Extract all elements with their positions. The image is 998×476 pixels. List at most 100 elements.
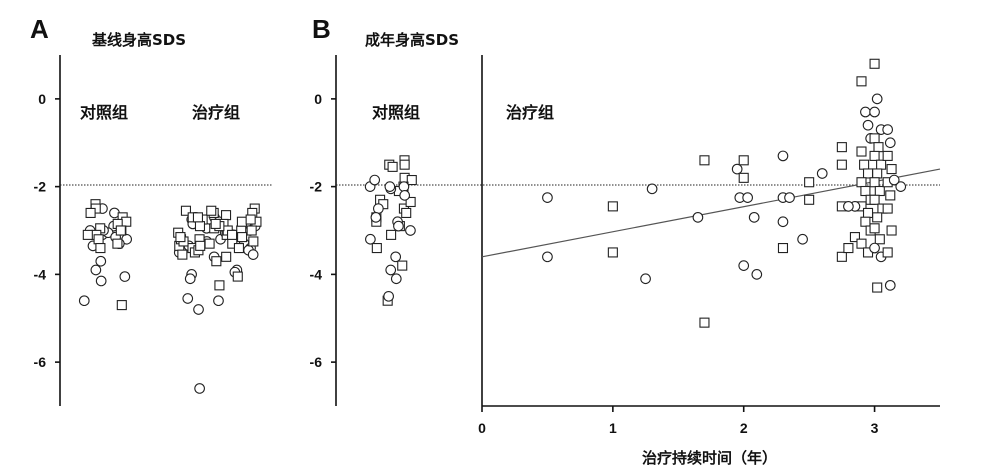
control-point (390, 251, 402, 263)
treatment-point (862, 119, 874, 131)
treatment-point (245, 214, 256, 225)
treatment-point (193, 304, 204, 315)
treatment-point (213, 295, 224, 307)
treatment-point (856, 238, 867, 249)
treatment-point (220, 210, 232, 221)
treatment-point (872, 212, 883, 223)
panel-a-y-tick-label: -6 (34, 354, 47, 370)
treatment-point (886, 225, 897, 236)
treatment-point (836, 142, 847, 153)
treatment-point (869, 194, 880, 205)
treatment-point (872, 168, 883, 179)
treatment-point (869, 150, 880, 161)
control-point (371, 243, 382, 254)
treatment-point (246, 225, 257, 236)
treatment-point (194, 221, 206, 232)
treatment-point (742, 192, 753, 203)
control-point (386, 229, 397, 240)
treatment-point (182, 293, 194, 304)
panel-a-control-label: 对照组 (80, 103, 128, 122)
control-point (119, 271, 131, 282)
treatment-point (856, 146, 867, 157)
control-point (399, 159, 410, 170)
control-point (369, 174, 381, 186)
treatment-point (876, 159, 887, 170)
panel-b-ticks: 0 -2 -4 -6 0 1 2 3 (310, 91, 879, 436)
treatment-point (607, 201, 618, 212)
treatment-point (194, 383, 205, 394)
treatment-point (542, 192, 553, 203)
treatment-point (869, 133, 880, 144)
treatment-point (856, 177, 867, 188)
panel-b-y-tick-label: -2 (310, 179, 323, 195)
panel-a-points (78, 199, 262, 394)
panel-b: B 成年身高SDS 对照组 治疗组 治疗持续时间（年） 0 -2 -4 -6 0 1 2 3 (310, 14, 941, 467)
control-point (116, 300, 127, 311)
panel-b-points (364, 58, 907, 328)
control-point (95, 243, 106, 254)
control-point (82, 229, 93, 240)
control-point (405, 225, 416, 236)
treatment-point (884, 279, 896, 291)
treatment-point (804, 194, 815, 205)
control-point (95, 255, 107, 267)
panel-a-y-ticks: 0 -2 -4 -6 (34, 91, 60, 370)
treatment-point (862, 168, 874, 179)
panel-a-title: 基线身高SDS (91, 31, 186, 49)
control-point (370, 211, 382, 223)
treatment-point (843, 201, 854, 212)
treatment-point (869, 106, 880, 118)
treatment-point (175, 232, 186, 243)
panel-b-y-tick-label: -6 (310, 354, 323, 370)
treatment-point (738, 172, 749, 183)
panel-b-treatment-label: 治疗组 (506, 103, 554, 122)
treatment-point (862, 207, 874, 218)
treatment-point (731, 163, 743, 175)
treatment-point (607, 247, 618, 258)
treatment-point (860, 185, 871, 197)
treatment-point (860, 216, 871, 227)
treatment-point (192, 212, 204, 223)
panel-a: A 基线身高SDS 对照组 治疗组 0 -2 -4 -6 (30, 14, 272, 406)
control-point (112, 238, 123, 249)
control-point (85, 207, 96, 218)
panel-b-x-tick-label: 3 (871, 420, 879, 436)
control-point (365, 233, 376, 245)
panel-a-y-tick-label: -4 (34, 266, 47, 282)
treatment-point (233, 243, 244, 254)
treatment-point (869, 58, 880, 69)
panel-b-y-tick-label: 0 (314, 91, 322, 107)
treatment-point (640, 273, 651, 285)
treatment-point (882, 203, 893, 214)
treatment-point (232, 271, 243, 282)
treatment-point (874, 185, 885, 197)
control-point (384, 181, 396, 192)
control-point (405, 196, 416, 208)
panel-b-x-tick-label: 1 (609, 420, 617, 436)
panel-b-x-tick-label: 2 (740, 420, 748, 436)
treatment-point (869, 242, 880, 254)
panel-b-title: 成年身高SDS (365, 31, 459, 49)
control-point (393, 220, 404, 232)
treatment-point (885, 190, 896, 201)
control-point (401, 207, 412, 218)
treatment-point (206, 205, 217, 216)
panel-b-y-tick-label: -4 (310, 266, 323, 282)
treatment-point (836, 159, 847, 170)
treatment-point (692, 211, 704, 223)
treatment-point (236, 216, 247, 227)
treatment-point (860, 106, 871, 118)
treatment-point (804, 177, 815, 188)
treatment-point (751, 269, 763, 280)
panel-b-x-tick-label: 0 (478, 420, 486, 436)
treatment-point (738, 260, 750, 271)
treatment-point (843, 243, 854, 254)
treatment-point (859, 159, 870, 170)
treatment-point (816, 168, 828, 179)
panel-a-y-tick-label: 0 (38, 91, 46, 107)
control-point (387, 161, 398, 172)
treatment-point (195, 240, 206, 251)
treatment-point (882, 124, 894, 135)
control-point (385, 264, 397, 276)
